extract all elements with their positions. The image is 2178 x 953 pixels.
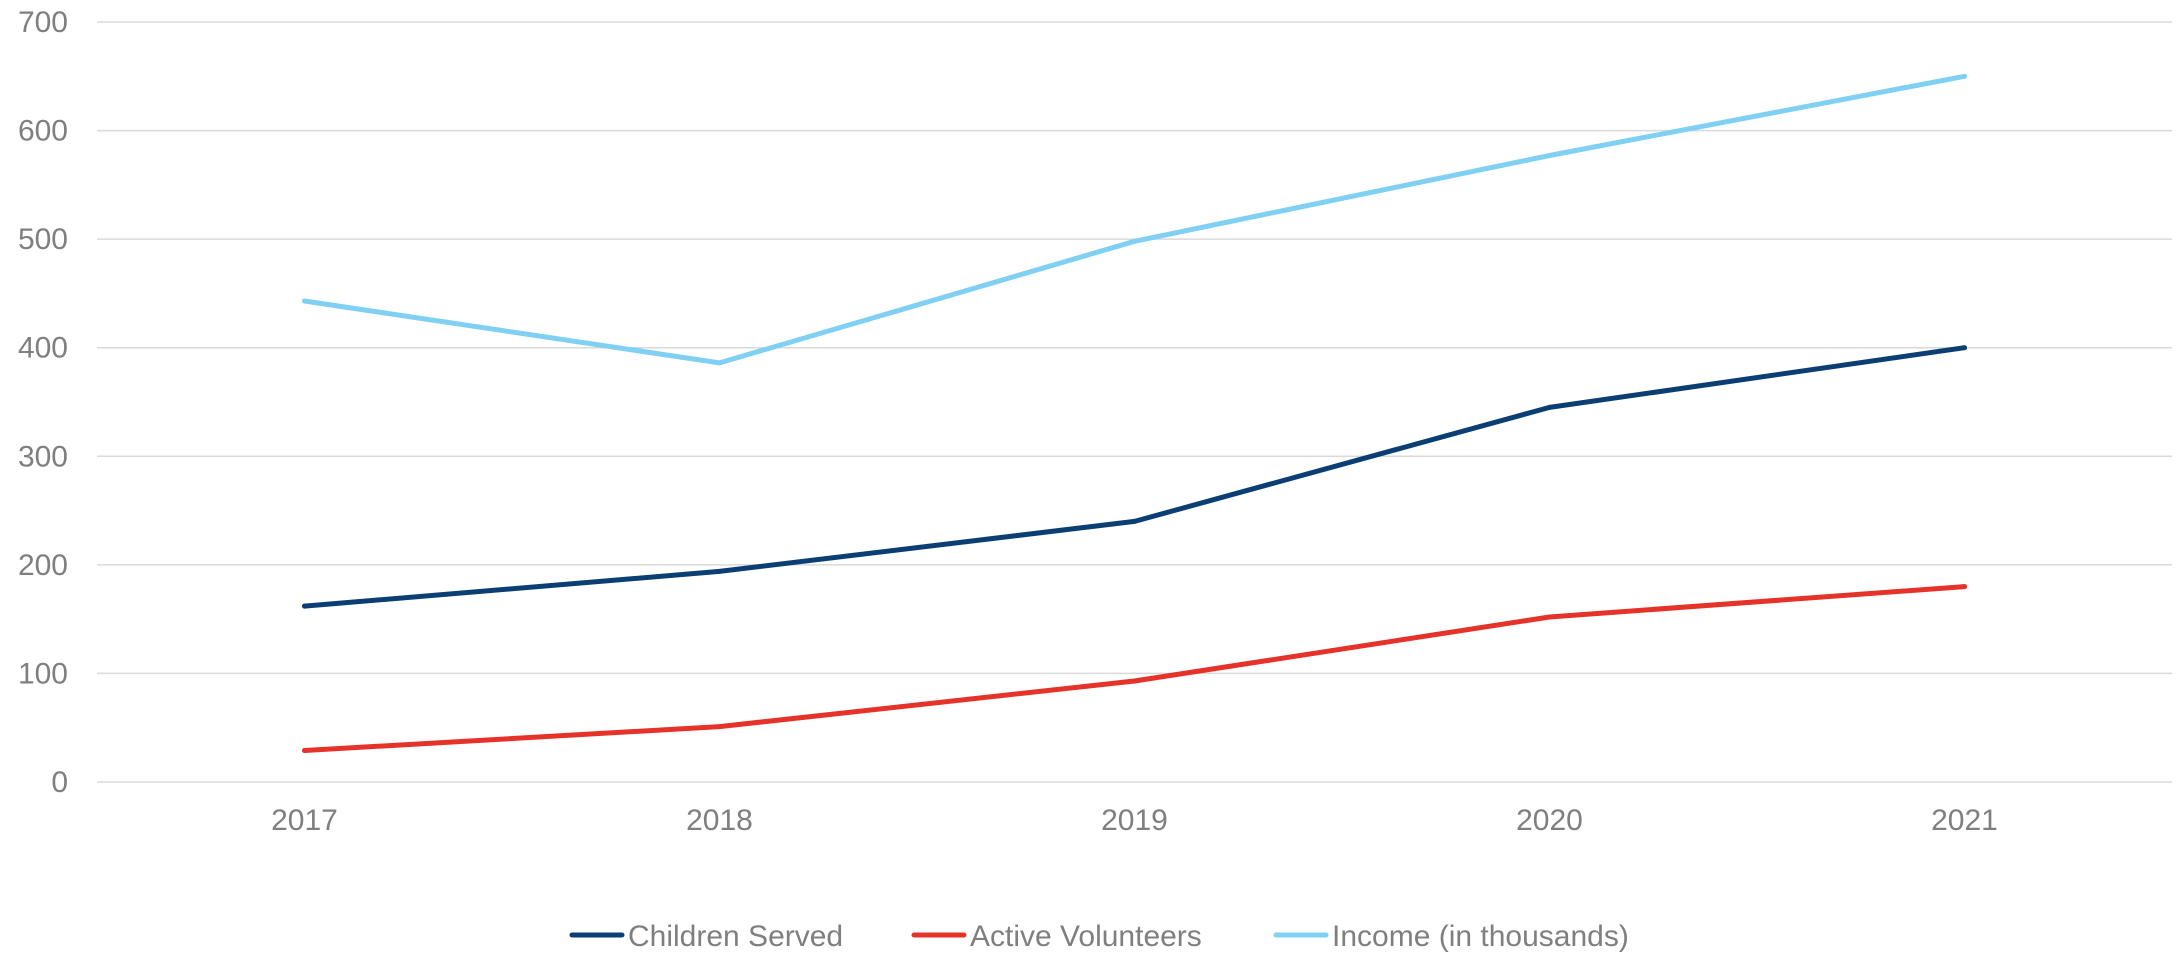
- series-lines: [302, 74, 1967, 753]
- x-tick-label: 2017: [271, 804, 338, 837]
- data-point: [1547, 405, 1552, 410]
- legend-label: Active Volunteers: [970, 920, 1202, 953]
- y-tick-label: 0: [51, 766, 68, 799]
- data-point: [302, 299, 307, 304]
- y-axis: 0 100 200 300 400 500 600 700: [18, 6, 68, 799]
- x-tick-label: 2021: [1931, 804, 1998, 837]
- data-point: [1547, 614, 1552, 619]
- x-tick-label: 2019: [1101, 804, 1168, 837]
- x-tick-label: 2020: [1516, 804, 1583, 837]
- data-point: [717, 724, 722, 729]
- y-tick-label: 300: [18, 440, 68, 473]
- data-point: [717, 569, 722, 574]
- gridlines: [97, 22, 2172, 782]
- legend-item: Active Volunteers: [914, 920, 1202, 953]
- data-point: [1132, 679, 1137, 684]
- y-tick-label: 700: [18, 6, 68, 39]
- x-axis: 2017 2018 2019 2020 2021: [271, 804, 1998, 837]
- data-point: [1962, 74, 1967, 79]
- legend: Children Served Active Volunteers Income (…: [572, 920, 1629, 953]
- data-point: [302, 604, 307, 609]
- legend-item: Children Served: [572, 920, 843, 953]
- series-line-income-in-thousands: [305, 76, 1965, 363]
- legend-item: Income (in thousands): [1276, 920, 1629, 953]
- y-tick-label: 500: [18, 223, 68, 256]
- data-point: [1132, 239, 1137, 244]
- y-tick-label: 400: [18, 332, 68, 365]
- series-line-active-volunteers: [305, 587, 1965, 751]
- y-tick-label: 600: [18, 115, 68, 148]
- data-point: [1962, 584, 1967, 589]
- y-tick-label: 200: [18, 549, 68, 582]
- x-tick-label: 2018: [686, 804, 753, 837]
- legend-label: Children Served: [628, 920, 843, 953]
- data-point: [1962, 345, 1967, 350]
- y-tick-label: 100: [18, 657, 68, 690]
- data-point: [1547, 153, 1552, 158]
- series-line-children-served: [305, 348, 1965, 606]
- data-point: [717, 360, 722, 365]
- data-point: [1132, 519, 1137, 524]
- data-point: [302, 748, 307, 753]
- legend-label: Income (in thousands): [1332, 920, 1629, 953]
